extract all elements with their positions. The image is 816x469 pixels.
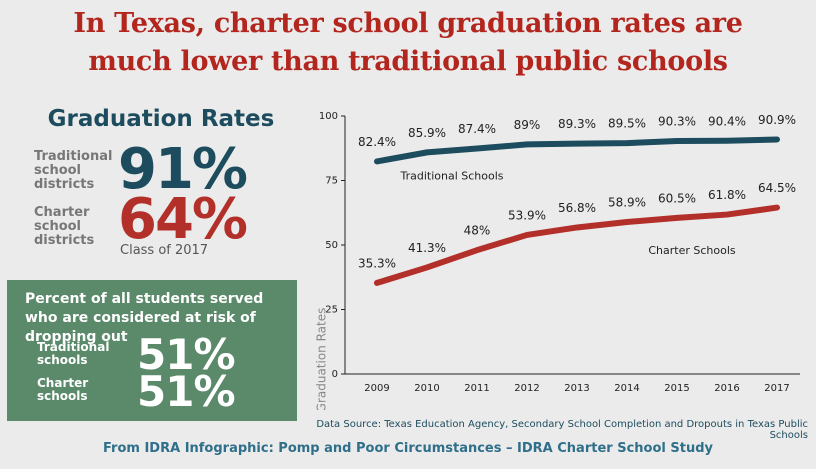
- source: Data Source: Texas Education Agency, Sec…: [316, 419, 808, 441]
- chart: Graduation Rates 0 25 50 75 100 2009 2010 2011 2…: [315, 111, 800, 410]
- series-label: Traditional Schools: [399, 169, 503, 182]
- data-label: 82.4%: [358, 135, 396, 149]
- data-label: 56.8%: [558, 201, 596, 215]
- panel-title: Graduation Rates: [47, 106, 275, 132]
- data-label: 58.9%: [608, 196, 646, 210]
- x-tick-label: 2013: [564, 383, 589, 394]
- risk-panel: Percent of all students served who are c…: [7, 280, 297, 421]
- data-label: 90.3%: [658, 115, 696, 129]
- data-label: 64.5%: [758, 181, 796, 195]
- data-label: 87.4%: [458, 122, 496, 136]
- stat-value: 51%: [137, 330, 236, 379]
- data-label: 89.5%: [608, 117, 646, 131]
- series-line: [374, 204, 780, 286]
- panel-title: Percent of all students served who are c…: [25, 291, 264, 345]
- data-label: 53.9%: [508, 208, 546, 222]
- x-tick-label: 2012: [514, 383, 539, 394]
- data-label: 41.3%: [408, 241, 446, 255]
- stat-value: 51%: [137, 367, 236, 416]
- row-label: Charter school districts: [34, 205, 95, 248]
- data-label: 48%: [464, 224, 491, 238]
- y-tick-label: 0: [332, 369, 338, 380]
- data-label: 35.3%: [358, 256, 396, 270]
- page-title: much lower than traditional public schoo…: [88, 46, 728, 77]
- row-label: Traditional schools: [37, 340, 110, 367]
- x-tick-label: 2014: [614, 383, 639, 394]
- data-label: 89%: [514, 118, 541, 132]
- x-tick-label: 2015: [664, 383, 689, 394]
- series-label: Charter Schools: [648, 244, 736, 257]
- x-tick-label: 2017: [764, 383, 789, 394]
- x-tick-label: 2016: [714, 383, 739, 394]
- data-label: 90.4%: [708, 114, 746, 128]
- data-label: 85.9%: [408, 126, 446, 140]
- x-tick-label: 2009: [364, 383, 389, 394]
- y-axis-label: Graduation Rates: [315, 308, 329, 410]
- x-tick-label: 2010: [414, 383, 439, 394]
- data-label: 90.9%: [758, 113, 796, 127]
- page-title: In Texas, charter school graduation rate…: [73, 8, 743, 39]
- footer: From IDRA Infographic: Pomp and Poor Cir…: [103, 441, 713, 456]
- y-tick-label: 75: [325, 176, 338, 187]
- stat-value: 64%: [118, 187, 248, 252]
- y-tick-label: 100: [319, 111, 338, 122]
- row-label: Charter schools: [37, 376, 89, 403]
- stat-value: 91%: [118, 137, 248, 202]
- y-tick-label: 50: [325, 240, 338, 251]
- data-label: 61.8%: [708, 188, 746, 202]
- data-label: 89.3%: [558, 117, 596, 131]
- x-tick-label: 2011: [464, 383, 489, 394]
- data-label: 60.5%: [658, 191, 696, 205]
- series-line: [374, 136, 780, 165]
- row-label: Traditional school districts: [34, 149, 113, 192]
- y-tick-label: 25: [325, 305, 338, 316]
- note: Class of 2017: [120, 243, 209, 258]
